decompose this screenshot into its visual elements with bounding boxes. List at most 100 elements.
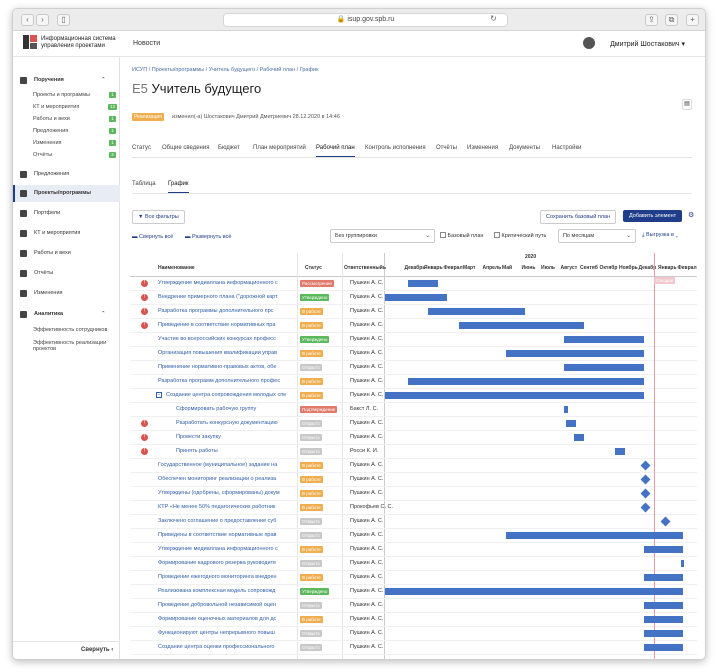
row-name[interactable]: Заключено соглашение о предоставление су… <box>158 518 277 524</box>
row-name[interactable]: Разработать конкурсную документацию <box>176 420 278 426</box>
row-name[interactable]: Государственное (муниципальное) задание … <box>158 462 278 468</box>
gantt-bar[interactable] <box>564 336 645 343</box>
gantt-bar[interactable] <box>574 434 584 441</box>
table-row[interactable]: ! Принять работы Открыто Росси К. И. <box>130 445 697 459</box>
critical-path-checkbox[interactable]: Критический путь <box>494 232 546 239</box>
row-name[interactable]: Участие во всероссийских конкурсах профе… <box>158 336 276 342</box>
row-name[interactable]: Принять работы <box>176 448 218 454</box>
add-element-button[interactable]: Добавить элемент <box>623 210 683 222</box>
table-row[interactable]: Заключено соглашение о предоставление су… <box>130 515 697 529</box>
gantt-milestone[interactable] <box>660 516 671 527</box>
table-row[interactable]: ! Провести закупку Открыто Пушкин А. С. <box>130 431 697 445</box>
gantt-bar[interactable] <box>459 322 584 329</box>
sidebar-toggle-icon[interactable]: ▯ <box>57 14 70 26</box>
row-name[interactable]: Утверждение медиаплана информационного с <box>158 280 278 286</box>
gantt-bar[interactable] <box>681 560 685 567</box>
gantt-bar[interactable] <box>644 574 684 581</box>
row-name[interactable]: Проведение ежегодного мониторинга внедре… <box>158 574 277 580</box>
table-row[interactable]: Утверждение медиаплана информационного с… <box>130 543 697 557</box>
gantt-bar[interactable] <box>427 308 526 315</box>
row-name[interactable]: Разработка программ дополнительного проф… <box>158 378 281 384</box>
row-name[interactable]: Проведение добровольной независимой оцен <box>158 602 276 608</box>
row-name[interactable]: Применение нормативно-правовых актов, об… <box>158 364 277 370</box>
gantt-milestone[interactable] <box>640 488 651 499</box>
tab-settings[interactable]: Настройки <box>552 145 582 151</box>
tabs-icon[interactable]: ⧉ <box>665 14 678 26</box>
subtab-chart[interactable]: График <box>168 181 189 193</box>
table-row[interactable]: Проведение добровольной независимой оцен… <box>130 599 697 613</box>
row-name[interactable]: Приведены в соответствие нормативные пра… <box>158 532 277 538</box>
gantt-bar[interactable] <box>385 588 684 595</box>
tab-status[interactable]: Статус <box>132 145 151 151</box>
chevron-up-icon[interactable]: ⌃ <box>101 311 106 317</box>
gantt-milestone[interactable] <box>640 502 651 513</box>
grouping-select[interactable]: Без группировки ⌄ <box>330 229 435 243</box>
row-name[interactable]: Утверждение медиаплана информационного с <box>158 546 278 552</box>
subtab-table[interactable]: Таблица <box>132 181 156 187</box>
tab-general[interactable]: Общие сведения <box>162 145 210 151</box>
gantt-bar[interactable] <box>644 644 684 651</box>
base-plan-checkbox[interactable]: Базовый план <box>440 232 483 239</box>
table-row[interactable]: Проведение ежегодного мониторинга внедре… <box>130 571 697 585</box>
sidebar-subitem[interactable]: Предложения <box>33 128 69 134</box>
row-name[interactable]: Создание центра сопровождения молодых сп… <box>166 392 287 398</box>
nav-news[interactable]: Новости <box>133 40 161 47</box>
gantt-bar[interactable] <box>644 546 684 553</box>
row-name[interactable]: Реализована комплексная модель сопровожд <box>158 588 276 594</box>
share-icon[interactable]: ⇪ <box>645 14 658 26</box>
row-name[interactable]: Создание центра оценки профессионального <box>158 644 275 650</box>
settings-icon[interactable]: ⚙ <box>688 212 695 219</box>
reload-icon[interactable]: ↻ <box>490 14 497 23</box>
sidebar-subitem[interactable]: Эффективность реализации проектов <box>33 340 107 352</box>
row-name[interactable]: Формирование кадрового резерва руководит… <box>158 560 277 566</box>
gantt-bar[interactable] <box>385 392 645 399</box>
table-row[interactable]: ! Разработка программы дополнительного пр… <box>130 305 697 319</box>
sidebar-subitem[interactable]: Отчёты <box>33 152 53 158</box>
row-name[interactable]: Функционируют центры непрерывного повыш <box>158 630 275 636</box>
table-row[interactable]: Приведены в соответствие нормативные пра… <box>130 529 697 543</box>
gantt-bar[interactable] <box>505 350 645 357</box>
chevron-up-icon[interactable]: ⌃ <box>101 77 106 83</box>
table-row[interactable]: Применение нормативно-правовых актов, об… <box>130 361 697 375</box>
row-name[interactable]: Приведение в соответствие нормативных пр… <box>158 322 276 328</box>
table-row[interactable]: Разработка программ дополнительного проф… <box>130 375 697 389</box>
table-row[interactable]: Утверждены (одобрены, сформированы) доку… <box>130 487 697 501</box>
table-row[interactable]: Организация повышения квалификации управ… <box>130 347 697 361</box>
table-row[interactable]: Формирование кадрового резерва руководит… <box>130 557 697 571</box>
table-row[interactable]: ! Приведение в соответствие нормативных п… <box>130 319 697 333</box>
table-row[interactable]: Функционируют центры непрерывного повыш О… <box>130 627 697 641</box>
sidebar-subitem[interactable]: Работы и вехи <box>33 116 70 122</box>
table-row[interactable]: ! Утверждение медиаплана информационного … <box>130 277 697 291</box>
gantt-bar[interactable] <box>385 294 448 301</box>
row-name[interactable]: Утверждены (одобрены, сформированы) доку… <box>158 490 280 496</box>
back-icon[interactable]: ‹ <box>21 14 34 26</box>
table-row[interactable]: Формирование оценочных материалов для дс… <box>130 613 697 627</box>
expand-all-button[interactable]: ▬ Развернуть всё <box>185 234 232 240</box>
row-name[interactable]: Внедрение примерного плана ("дорожной ка… <box>158 294 278 300</box>
collapse-sidebar-button[interactable]: Свернуть ‹ <box>81 647 114 653</box>
gantt-bar[interactable] <box>505 532 684 539</box>
sidebar-subitem[interactable]: Проекты и программы <box>33 92 90 98</box>
tab-control[interactable]: Контроль исполнения <box>365 145 426 151</box>
table-row[interactable]: ! Разработать конкурсную документацию Откр… <box>130 417 697 431</box>
gantt-milestone[interactable] <box>640 460 651 471</box>
collapse-all-button[interactable]: ▬ Свернуть всё <box>132 234 174 240</box>
gantt-milestone[interactable] <box>640 474 651 485</box>
sidebar-subitem[interactable]: КТ и мероприятия <box>33 104 80 110</box>
tab-documents[interactable]: Документы <box>509 145 540 151</box>
table-row[interactable]: Участие во всероссийских конкурсах профе… <box>130 333 697 347</box>
tab-reports[interactable]: Отчёты <box>436 145 457 151</box>
gantt-bar[interactable] <box>615 448 625 455</box>
table-row[interactable]: Создание центра оценки профессионального… <box>130 641 697 655</box>
row-name[interactable]: Сформировать рабочую группу <box>176 406 257 412</box>
gantt-bar[interactable] <box>564 364 645 371</box>
table-row[interactable]: Реализована комплексная модель сопровожд… <box>130 585 697 599</box>
sidebar-subitem[interactable]: Эффективность сотрудников <box>33 327 108 333</box>
gantt-bar[interactable] <box>644 630 684 637</box>
gantt-bar[interactable] <box>566 420 577 427</box>
gantt-bar[interactable] <box>564 406 569 413</box>
sidebar-subitem[interactable]: Изменения <box>33 140 62 146</box>
row-name[interactable]: Обеспечен мониторинг реализации о реализ… <box>158 476 277 482</box>
row-name[interactable]: КТР «Не менее 50% педагогических работни… <box>158 504 276 510</box>
table-row[interactable]: Сформировать рабочую группу Подтверждение… <box>130 403 697 417</box>
